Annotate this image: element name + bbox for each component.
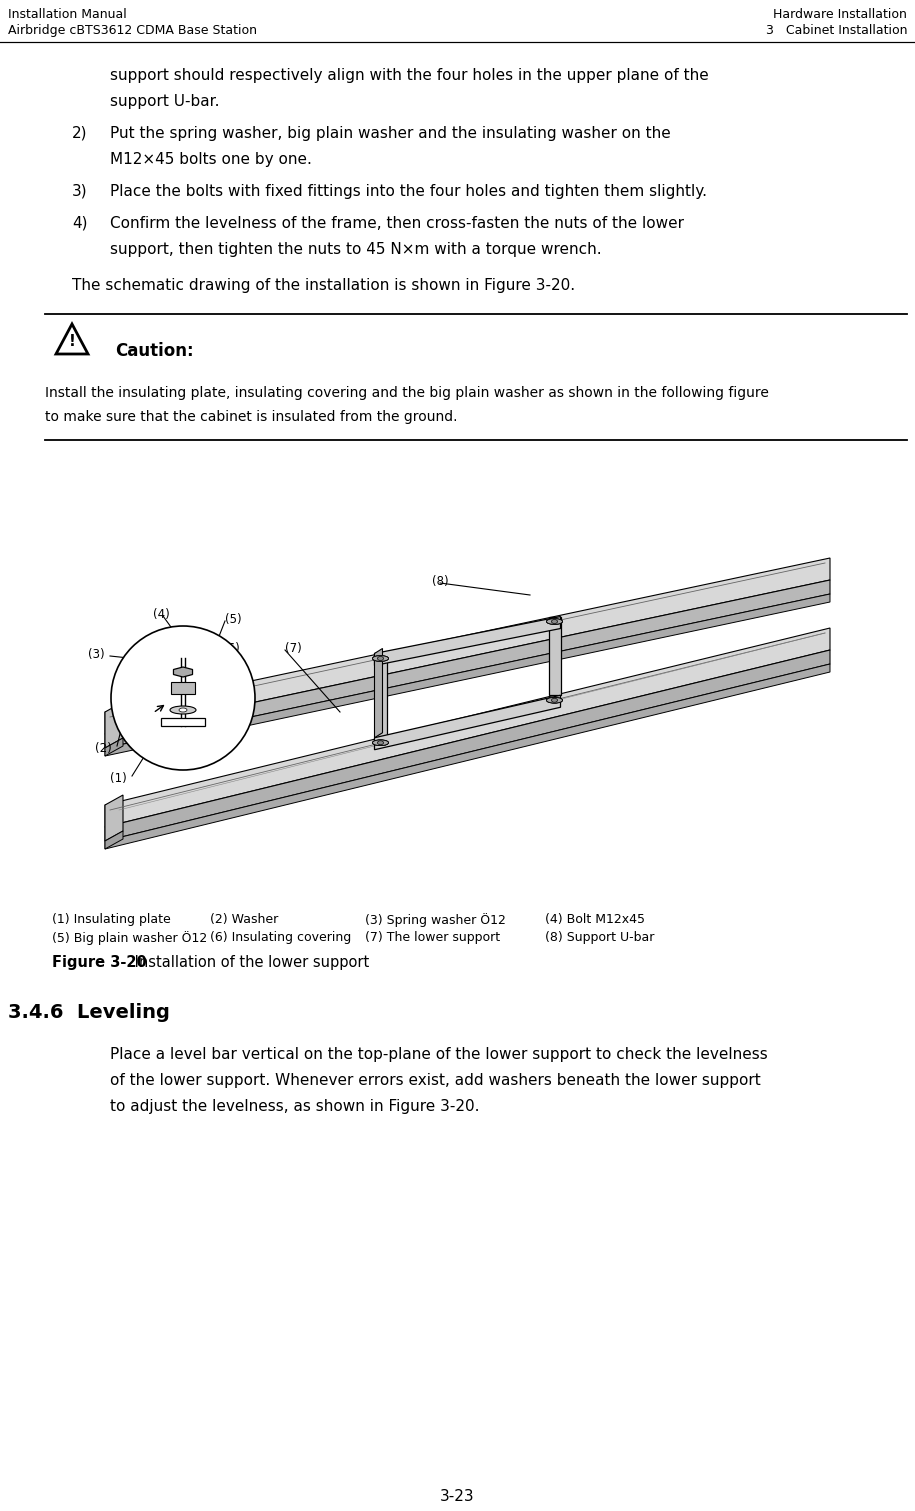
Text: of the lower support. Whenever errors exist, add washers beneath the lower suppo: of the lower support. Whenever errors ex… (110, 1073, 760, 1088)
Text: support should respectively align with the four holes in the upper plane of the: support should respectively align with t… (110, 68, 709, 83)
Polygon shape (105, 558, 830, 734)
Ellipse shape (546, 698, 563, 703)
Ellipse shape (372, 656, 389, 662)
Ellipse shape (372, 656, 389, 662)
Ellipse shape (179, 709, 187, 712)
Text: Airbridge cBTS3612 CDMA Base Station: Airbridge cBTS3612 CDMA Base Station (8, 24, 257, 36)
Text: (5) Big plain washer Ö12: (5) Big plain washer Ö12 (52, 931, 208, 944)
Ellipse shape (546, 618, 563, 624)
Polygon shape (374, 616, 561, 665)
Text: (4) Bolt M12x45: (4) Bolt M12x45 (545, 913, 645, 926)
Text: Figure 3-20: Figure 3-20 (52, 955, 146, 970)
Polygon shape (105, 580, 830, 748)
Ellipse shape (172, 683, 194, 689)
Text: (5): (5) (225, 613, 242, 626)
Ellipse shape (546, 618, 563, 624)
Text: to adjust the levelness, as shown in Figure 3-20.: to adjust the levelness, as shown in Fig… (110, 1098, 479, 1114)
Ellipse shape (546, 698, 563, 703)
Text: 2): 2) (72, 125, 88, 141)
Text: The schematic drawing of the installation is shown in Figure 3-20.: The schematic drawing of the installatio… (72, 278, 576, 293)
Text: 3-23: 3-23 (440, 1488, 475, 1503)
Text: Install the insulating plate, insulating covering and the big plain washer as sh: Install the insulating plate, insulating… (45, 385, 769, 400)
Text: (3): (3) (88, 648, 104, 660)
Polygon shape (105, 650, 830, 842)
Text: (1) Insulating plate: (1) Insulating plate (52, 913, 171, 926)
Text: (8): (8) (432, 576, 448, 588)
Text: Installation Manual: Installation Manual (8, 8, 127, 21)
Text: (7) The lower support: (7) The lower support (365, 931, 501, 944)
Ellipse shape (552, 620, 557, 624)
Text: (6): (6) (223, 642, 240, 654)
Polygon shape (105, 737, 123, 756)
Polygon shape (105, 594, 830, 756)
Text: (2): (2) (95, 742, 112, 756)
Text: support U-bar.: support U-bar. (110, 94, 220, 109)
Text: (1): (1) (110, 772, 127, 786)
Text: (2) Washer: (2) Washer (210, 913, 278, 926)
Text: Place a level bar vertical on the top-plane of the lower support to check the le: Place a level bar vertical on the top-pl… (110, 1047, 768, 1062)
Polygon shape (105, 831, 123, 849)
Polygon shape (374, 648, 382, 737)
Text: (3) Spring washer Ö12: (3) Spring washer Ö12 (365, 913, 506, 926)
Polygon shape (171, 681, 195, 694)
Text: to make sure that the cabinet is insulated from the ground.: to make sure that the cabinet is insulat… (45, 409, 458, 425)
Text: (7): (7) (285, 642, 302, 654)
Text: support, then tighten the nuts to 45 N×m with a torque wrench.: support, then tighten the nuts to 45 N×m… (110, 242, 602, 257)
Polygon shape (161, 718, 205, 725)
Ellipse shape (170, 706, 196, 715)
Ellipse shape (546, 698, 563, 703)
Text: Put the spring washer, big plain washer and the insulating washer on the: Put the spring washer, big plain washer … (110, 125, 671, 141)
Text: Place the bolts with fixed fittings into the four holes and tighten them slightl: Place the bolts with fixed fittings into… (110, 184, 707, 199)
Text: M12×45 bolts one by one.: M12×45 bolts one by one. (110, 153, 312, 168)
Text: Hardware Installation: Hardware Installation (773, 8, 907, 21)
Ellipse shape (372, 740, 389, 745)
Text: 3): 3) (72, 184, 88, 199)
Polygon shape (174, 666, 192, 677)
Polygon shape (105, 703, 123, 748)
Polygon shape (374, 695, 561, 749)
Text: (8) Support U-bar: (8) Support U-bar (545, 931, 654, 944)
Polygon shape (105, 795, 123, 842)
Text: (6) Insulating covering: (6) Insulating covering (210, 931, 351, 944)
Text: Caution:: Caution: (115, 341, 194, 360)
Ellipse shape (372, 740, 389, 745)
Polygon shape (105, 629, 830, 827)
Ellipse shape (378, 656, 383, 660)
Text: (4): (4) (153, 607, 170, 621)
Text: Installation of the lower support: Installation of the lower support (130, 955, 370, 970)
Polygon shape (548, 616, 561, 695)
Text: Confirm the levelness of the frame, then cross-fasten the nuts of the lower: Confirm the levelness of the frame, then… (110, 216, 684, 231)
Text: 3   Cabinet Installation: 3 Cabinet Installation (766, 24, 907, 36)
Ellipse shape (372, 656, 389, 662)
Text: 3.4.6  Leveling: 3.4.6 Leveling (8, 1003, 170, 1021)
Text: 4): 4) (72, 216, 88, 231)
Ellipse shape (552, 698, 557, 703)
Ellipse shape (372, 740, 389, 745)
Polygon shape (105, 663, 830, 849)
Polygon shape (374, 653, 386, 737)
Text: !: ! (69, 334, 75, 349)
Ellipse shape (546, 618, 563, 624)
Circle shape (111, 626, 255, 771)
Ellipse shape (378, 740, 383, 745)
